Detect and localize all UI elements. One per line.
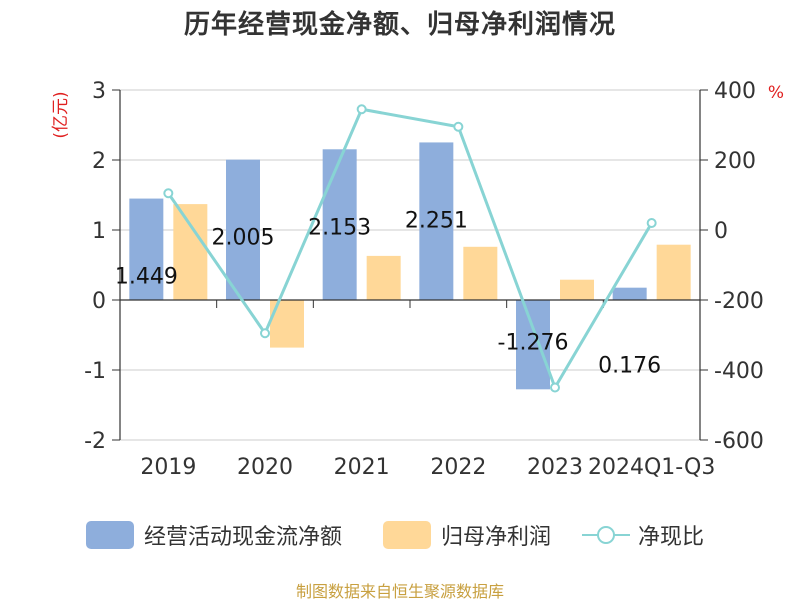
legend-label-netprofit: 归母净利润 [441, 525, 552, 550]
left-tick-label: 1 [92, 219, 106, 244]
chart-title: 历年经营现金净额、归母净利润情况 [183, 10, 616, 40]
x-tick-label: 2021 [334, 455, 390, 480]
bar-netprofit [366, 255, 401, 300]
bar-cashflow [322, 149, 357, 300]
legend-swatch-ratio [582, 521, 630, 549]
bar-netprofit [560, 279, 594, 300]
line-ratio [167, 107, 653, 391]
left-tick-label: 0 [92, 289, 106, 314]
right-tick-label: 400 [714, 79, 756, 104]
legend: 经营活动现金流净额 归母净利润 净现比 [0, 517, 800, 553]
point-ratio [356, 104, 367, 115]
legend-swatch-netprofit [383, 521, 431, 549]
bar-netprofit [463, 246, 498, 300]
right-tick-label: -200 [714, 289, 764, 314]
bar-netprofit [656, 244, 691, 300]
x-tick-label: 2020 [237, 455, 293, 480]
point-ratio [260, 328, 270, 339]
right-tick-label: -600 [714, 429, 764, 454]
left-axis-unit: (亿元) [51, 91, 71, 138]
left-tick-label: 2 [92, 149, 106, 174]
bar-cashflow [129, 198, 164, 300]
bar-cashflow [419, 142, 454, 300]
data-label-cashflow: 1.449 [115, 265, 178, 290]
bar-cashflow [516, 300, 550, 390]
x-tick-label: 2022 [430, 455, 486, 480]
right-tick-label: -400 [714, 359, 764, 384]
bar-cashflow [226, 159, 260, 300]
legend-item-ratio[interactable]: 净现比 [582, 517, 704, 553]
bar-netprofit [173, 204, 208, 300]
x-tick-label: 2023 [527, 455, 583, 480]
right-axis-unit: % [768, 83, 784, 103]
left-tick-label: -1 [84, 359, 106, 384]
data-label-cashflow: 2.251 [405, 208, 468, 233]
legend-swatch-cashflow [86, 521, 134, 549]
source-note: 制图数据来自恒生聚源数据库 [295, 582, 504, 601]
left-tick-label: 3 [92, 79, 106, 104]
point-ratio [550, 382, 560, 393]
point-ratio [646, 218, 657, 228]
data-label-cashflow: 0.176 [598, 354, 661, 379]
bar-cashflow [612, 287, 647, 300]
point-ratio [453, 121, 464, 132]
left-tick-label: -2 [84, 429, 106, 454]
right-tick-label: 200 [714, 149, 756, 174]
legend-label-cashflow: 经营活动现金流净额 [144, 525, 343, 550]
point-ratio [163, 188, 174, 199]
x-tick-label: 2019 [140, 455, 196, 480]
legend-label-ratio: 净现比 [638, 525, 705, 550]
data-label-cashflow: 2.005 [212, 226, 275, 251]
data-label-cashflow: -1.276 [498, 330, 569, 355]
data-label-cashflow: 2.153 [308, 215, 371, 240]
x-tick-label: 2024Q1-Q3 [588, 455, 715, 480]
legend-item-netprofit[interactable]: 归母净利润 [383, 517, 551, 553]
right-tick-label: 0 [714, 219, 728, 244]
legend-item-cashflow[interactable]: 经营活动现金流净额 [86, 517, 342, 553]
